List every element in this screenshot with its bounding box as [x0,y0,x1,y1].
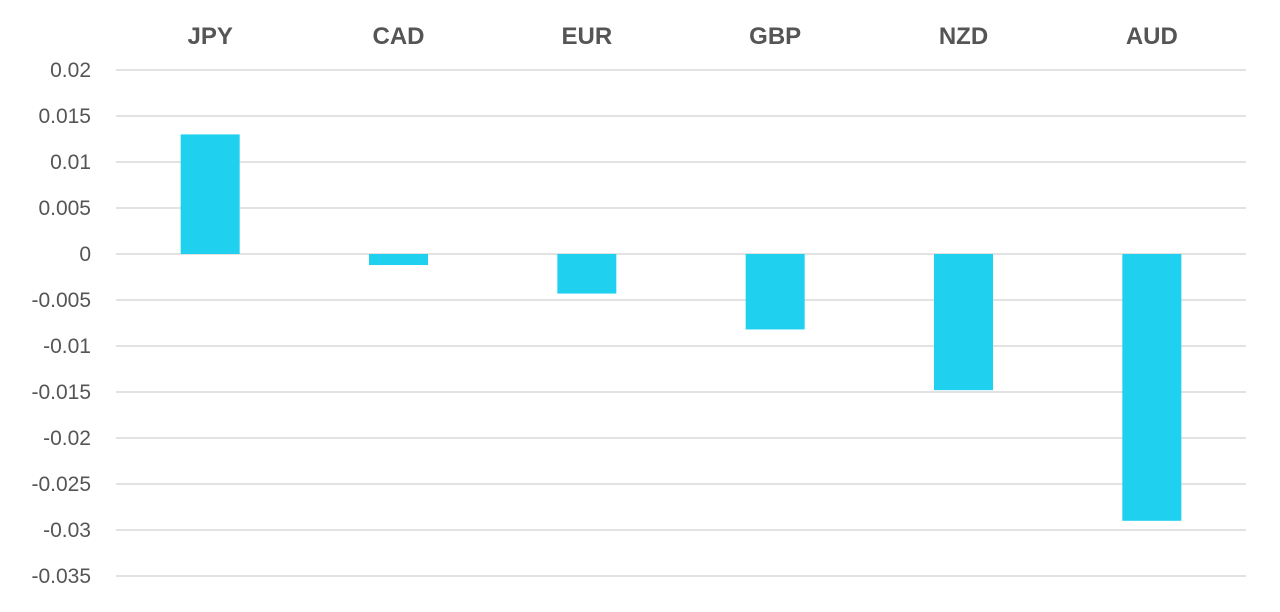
y-tick-label: 0 [79,243,91,266]
bar-jpy [180,134,240,254]
y-tick-label: -0.02 [43,427,91,450]
y-tick-label: 0.01 [50,151,91,174]
y-tick-label: -0.035 [31,565,91,588]
y-tick-label: 0.005 [38,197,91,220]
bar-nzd [934,254,993,391]
bar-gbp [745,254,805,330]
y-tick-label: -0.025 [31,473,91,496]
bar-eur [557,254,617,294]
bar-aud [1122,254,1182,521]
gridlines [116,69,1246,577]
y-tick-label: -0.03 [43,519,91,542]
category-label-aud: AUD [1126,23,1178,50]
bars [180,134,1182,521]
category-labels: JPY CAD EUR GBP NZD AUD [187,23,1177,50]
category-label-gbp: GBP [749,23,801,50]
y-tick-label: 0.015 [38,105,91,128]
category-label-cad: CAD [373,23,425,50]
category-label-nzd: NZD [939,23,988,50]
y-axis-tick-labels: 0.02 0.015 0.01 0.005 0 -0.005 -0.01 -0.015 -0.0… [31,59,91,588]
y-tick-label: -0.005 [31,289,91,312]
bar-cad [369,254,428,266]
y-tick-label: -0.015 [31,381,91,404]
category-label-eur: EUR [561,23,612,50]
y-tick-label: -0.01 [43,335,91,358]
y-tick-label: 0.02 [50,59,91,82]
category-label-jpy: JPY [187,23,232,50]
